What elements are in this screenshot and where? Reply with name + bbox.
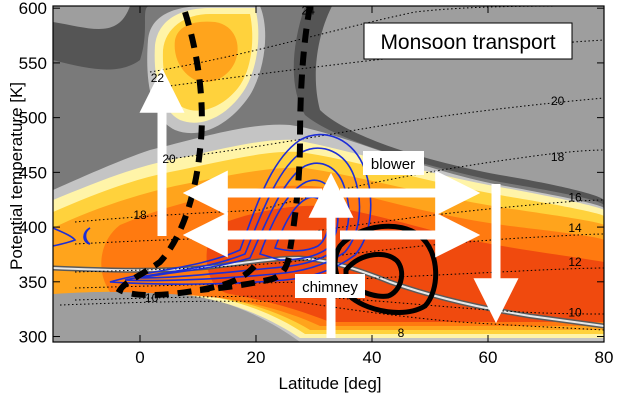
dashed-boundary-right <box>199 6 313 293</box>
dashed-boundaries <box>115 6 313 299</box>
isoline <box>74 233 604 273</box>
isoline <box>74 149 604 223</box>
dashed-boundary-left <box>115 11 261 299</box>
x-tick-label: 20 <box>247 348 266 367</box>
x-tick-label: 80 <box>595 348 614 367</box>
isoline-label: 20 <box>162 152 176 166</box>
y-tick-label: 500 <box>19 109 47 128</box>
y-tick-label: 600 <box>19 0 47 18</box>
y-tick-label: 350 <box>19 273 47 292</box>
isoline-label: 18 <box>133 208 147 222</box>
isoline <box>59 300 604 331</box>
plot-frame <box>52 5 605 343</box>
x-axis-label: Latitude [deg] <box>278 374 381 393</box>
y-axis-label: Potential temperature [K] <box>7 82 26 270</box>
isoline-label: 12 <box>568 255 582 269</box>
title-box <box>363 22 573 60</box>
y-axis: 300 350 400 450 500 550 600 <box>19 0 604 347</box>
x-tick-label: 0 <box>135 348 144 367</box>
isoline-label: 20 <box>551 94 565 108</box>
y-tick-label: 450 <box>19 163 47 182</box>
isoline <box>74 295 604 315</box>
blower-label: blower <box>371 156 415 173</box>
isoline-label: 24 <box>302 3 316 17</box>
chart-title: Monsoon transport <box>380 31 555 54</box>
x-tick-label: 40 <box>363 348 382 367</box>
x-axis: 0 20 40 60 80 <box>135 6 613 367</box>
isoline-label: 18 <box>551 150 565 164</box>
isoline-label: 16 <box>568 191 582 205</box>
x-tick-label: 60 <box>479 348 498 367</box>
isoline-label: 10 <box>145 291 159 305</box>
blue-contour <box>83 227 91 245</box>
chimney-label-box <box>295 274 365 298</box>
isoline-label: 14 <box>568 221 582 235</box>
blue-contour <box>124 147 361 282</box>
chimney-label: chimney <box>302 279 358 296</box>
isoline-label: 8 <box>398 326 405 340</box>
y-tick-label: 550 <box>19 54 47 73</box>
transport-arrows <box>139 67 519 338</box>
blue-contour <box>53 227 77 247</box>
isoline-label: 10 <box>568 305 582 319</box>
plot-area: 2422222020181816141210108 blower chimney… <box>53 3 604 342</box>
y-tick-label: 300 <box>19 328 47 347</box>
y-tick-label: 400 <box>19 218 47 237</box>
blower-label-box <box>363 151 424 175</box>
isoline-label: 22 <box>151 71 165 85</box>
isoline <box>159 97 604 161</box>
